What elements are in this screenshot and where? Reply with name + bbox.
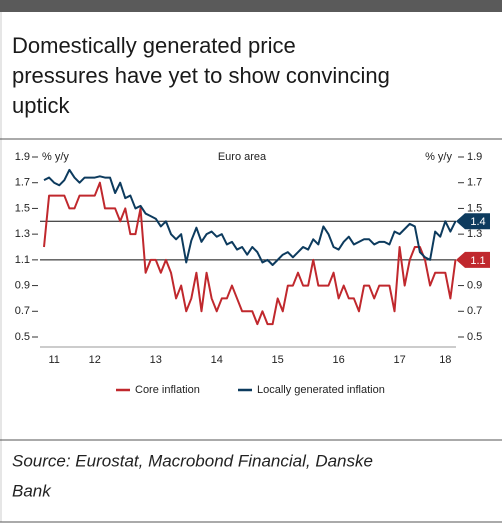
y-tick-label: 0.5 — [15, 331, 30, 343]
x-tick-label: 18 — [439, 354, 451, 366]
legend-label: Locally generated inflation — [257, 384, 385, 396]
x-tick-label: 11 — [48, 354, 59, 366]
x-tick-label: 12 — [89, 354, 101, 366]
title-line: pressures have yet to show convincing — [12, 63, 390, 88]
y-tick-label: 0.9 — [15, 279, 30, 291]
y2-tick-label: 1.7 — [467, 177, 482, 189]
y2-tick-label: 0.9 — [467, 279, 482, 291]
series-line — [43, 181, 457, 326]
y2-tick-label: 1.3 — [467, 228, 482, 240]
top-bar — [0, 0, 502, 12]
title-line: uptick — [12, 93, 70, 118]
y-tick-label: 1.1 — [15, 254, 30, 266]
y2-tick-label: 0.7 — [467, 305, 482, 317]
subtitle: Euro area — [218, 151, 267, 163]
y2-axis-label: % y/y — [425, 151, 452, 163]
y-tick-label: 1.7 — [15, 177, 30, 189]
x-tick-label: 17 — [393, 354, 405, 366]
y-tick-label: 1.5 — [15, 202, 30, 214]
title-line: Domestically generated price — [12, 33, 296, 58]
x-tick-label: 14 — [211, 354, 223, 366]
value-callout — [456, 251, 490, 268]
x-tick-label: 16 — [333, 354, 345, 366]
value-callout — [456, 213, 490, 230]
y-axis-label: % y/y — [42, 151, 69, 163]
x-tick-label: 15 — [272, 354, 284, 366]
x-tick-label: 13 — [150, 354, 162, 366]
y-tick-label: 1.3 — [15, 228, 30, 240]
y-tick-label: 0.7 — [15, 305, 30, 317]
value-callout-label: 1.4 — [470, 216, 485, 228]
y2-tick-label: 1.9 — [467, 151, 482, 163]
value-callout-label: 1.1 — [470, 255, 485, 267]
y2-tick-label: 1.5 — [467, 202, 482, 214]
source-line: Bank — [12, 481, 52, 500]
series-line — [43, 168, 457, 266]
source-line: Source: Eurostat, Macrobond Financial, D… — [12, 451, 373, 470]
y-tick-label: 1.9 — [15, 151, 30, 163]
legend-label: Core inflation — [135, 384, 200, 396]
y2-tick-label: 0.5 — [467, 331, 482, 343]
